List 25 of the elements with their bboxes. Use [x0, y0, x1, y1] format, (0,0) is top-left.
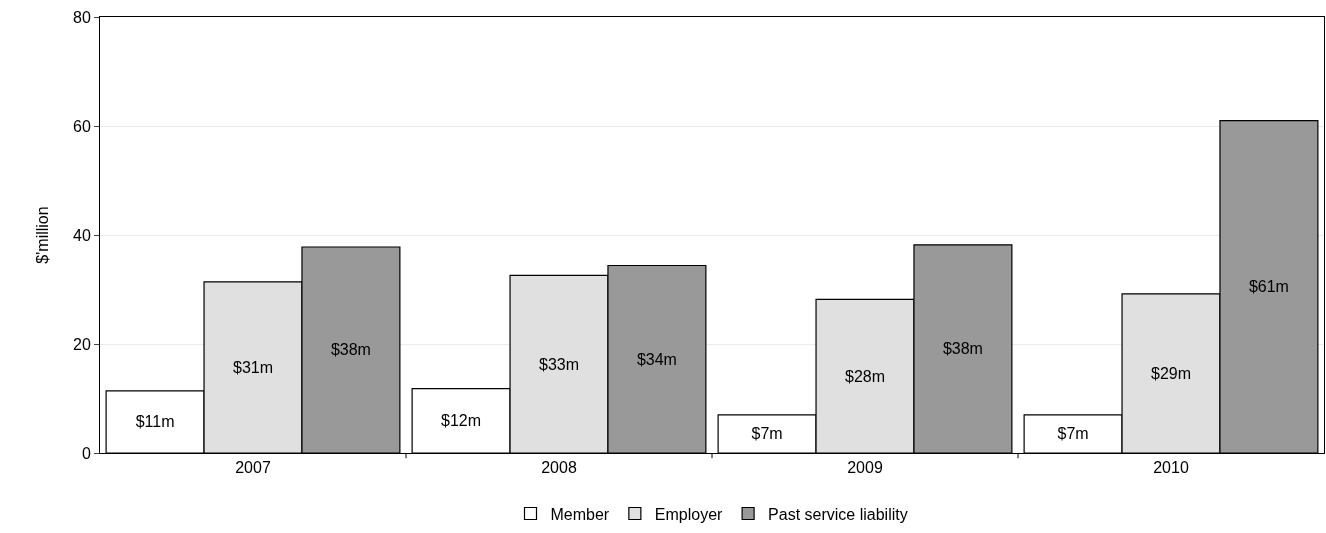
- data-label: $7m: [1057, 425, 1089, 443]
- data-label: $34m: [636, 350, 677, 368]
- data-label: $38m: [330, 341, 371, 359]
- data-label: $12m: [441, 412, 482, 430]
- y-tick-label: 40: [73, 226, 91, 244]
- legend-label: Past service liability: [768, 505, 908, 523]
- legend-label: Member: [550, 505, 610, 523]
- x-tick-label: 2010: [1153, 459, 1189, 477]
- y-axis-title: $'million: [33, 206, 51, 264]
- data-label: $31m: [232, 358, 274, 376]
- legend-label: Employer: [654, 505, 724, 523]
- data-label: $28m: [844, 367, 886, 385]
- data-label: $33m: [538, 355, 580, 373]
- data-label: $11m: [135, 413, 175, 431]
- data-label: $61m: [1248, 278, 1289, 296]
- y-tick-label: 80: [73, 8, 91, 26]
- y-tick-label: 20: [73, 335, 91, 353]
- data-label: $7m: [751, 425, 783, 443]
- y-tick-label: 0: [81, 444, 91, 462]
- x-tick-label: 2008: [541, 459, 577, 477]
- data-label: $38m: [942, 340, 983, 358]
- data-label: $29m: [1150, 364, 1192, 382]
- y-tick-label: 60: [73, 117, 91, 135]
- x-tick-label: 2007: [235, 459, 271, 477]
- x-tick-label: 2009: [847, 459, 883, 477]
